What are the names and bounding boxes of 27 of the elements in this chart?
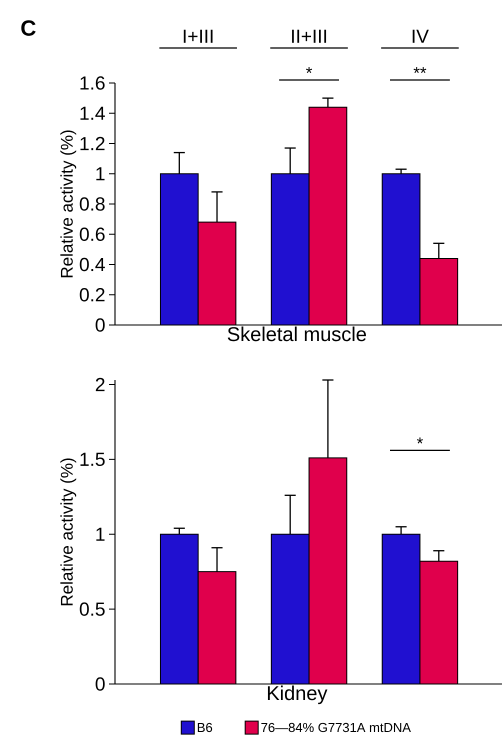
- legend-label: B6: [198, 722, 212, 732]
- y-tick-label: 1: [96, 167, 105, 180]
- y-tick-label: 0: [96, 677, 105, 691]
- y-tick-label: 1.4: [80, 106, 105, 120]
- y-axis-title: Relative activity (%): [60, 130, 76, 278]
- legend-label: 76—84% G7731A mtDNA: [261, 722, 411, 732]
- x-tick-label: IV: [412, 30, 429, 43]
- y-tick-label: 1: [96, 528, 105, 541]
- y-tick-label: 0.8: [80, 197, 105, 211]
- y-tick-label: 1.5: [80, 452, 105, 466]
- y-tick-label: 0.4: [80, 258, 105, 272]
- annotation: *: [416, 437, 423, 444]
- y-tick-label: 0.6: [80, 228, 105, 241]
- x-axis-title: Kidney: [268, 686, 328, 704]
- x-tick-label: II+III: [292, 30, 326, 43]
- y-tick-label: 0: [96, 318, 105, 332]
- y-tick-label: 1.6: [80, 76, 105, 90]
- x-tick-label: I+III: [184, 30, 213, 43]
- text: *: [306, 67, 312, 74]
- text: **: [414, 67, 426, 74]
- y-tick-label: 1.2: [80, 136, 105, 150]
- y-axis-title: Relative activity (%): [60, 458, 76, 606]
- y-tick-label: 0.5: [80, 602, 105, 616]
- y-tick-label: 2: [96, 378, 105, 392]
- x-axis-title: Skeletal muscle: [228, 326, 366, 342]
- text: C: [21, 20, 36, 36]
- y-tick-label: 0.2: [80, 288, 105, 302]
